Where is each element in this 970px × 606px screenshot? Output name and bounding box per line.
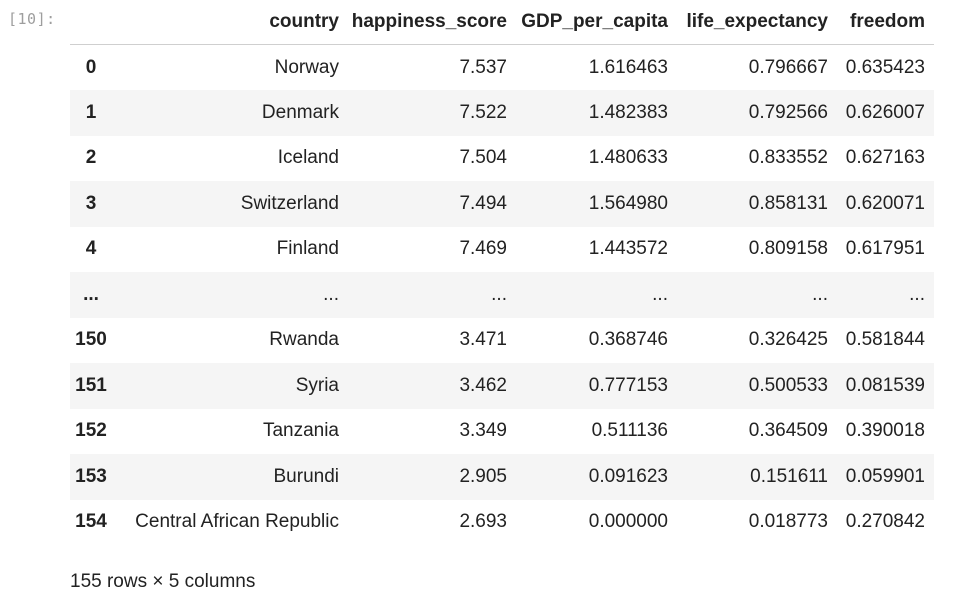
- cell-execution-prompt: [10]:: [8, 10, 56, 28]
- cell-freedom: ...: [909, 283, 925, 305]
- cell-country: Switzerland: [240, 192, 339, 214]
- cell-output: country happiness_score GDP_per_capita l…: [70, 0, 934, 545]
- cell-freedom: 0.627163: [845, 147, 925, 169]
- cell-happiness-score: 3.462: [459, 374, 507, 396]
- cell-gdp-per-capita: ...: [652, 283, 668, 305]
- row-index: 152: [75, 420, 107, 442]
- row-index: 153: [75, 465, 107, 487]
- row-index: 150: [75, 329, 107, 351]
- table-header-row: country happiness_score GDP_per_capita l…: [70, 0, 934, 45]
- cell-freedom: 0.635423: [845, 56, 925, 78]
- cell-happiness-score: 7.537: [459, 56, 507, 78]
- cell-life-expectancy: 0.326425: [748, 329, 828, 351]
- row-index: 151: [75, 374, 107, 396]
- cell-gdp-per-capita: 0.091623: [588, 465, 668, 487]
- cell-country: Norway: [274, 56, 339, 78]
- cell-life-expectancy: 0.809158: [748, 238, 828, 260]
- cell-happiness-score: 7.522: [459, 101, 507, 123]
- cell-country: Syria: [295, 374, 339, 396]
- cell-freedom: 0.270842: [845, 511, 925, 533]
- cell-happiness-score: 2.693: [459, 511, 507, 533]
- table-row: 152 Tanzania 3.349 0.511136 0.364509 0.3…: [70, 409, 934, 455]
- cell-happiness-score: 7.494: [459, 192, 507, 214]
- cell-gdp-per-capita: 0.000000: [588, 511, 668, 533]
- cell-freedom: 0.620071: [845, 192, 925, 214]
- dataframe-table: country happiness_score GDP_per_capita l…: [70, 0, 934, 545]
- table-row: 3 Switzerland 7.494 1.564980 0.858131 0.…: [70, 181, 934, 227]
- cell-gdp-per-capita: 1.443572: [588, 238, 668, 260]
- cell-country: Burundi: [273, 465, 340, 487]
- cell-happiness-score: 3.349: [459, 420, 507, 442]
- cell-country: ...: [323, 283, 339, 305]
- column-header-freedom: freedom: [837, 0, 934, 45]
- table-row: 4 Finland 7.469 1.443572 0.809158 0.6179…: [70, 227, 934, 273]
- column-header-country: country: [124, 0, 348, 45]
- cell-gdp-per-capita: 0.511136: [591, 420, 668, 442]
- cell-life-expectancy: 0.018773: [748, 511, 828, 533]
- cell-life-expectancy: 0.858131: [748, 192, 828, 214]
- row-index: 4: [85, 238, 97, 260]
- row-index: 2: [85, 147, 97, 169]
- cell-freedom: 0.081539: [845, 374, 925, 396]
- cell-gdp-per-capita: 1.616463: [588, 56, 668, 78]
- cell-life-expectancy: 0.151611: [750, 465, 828, 487]
- cell-country: Finland: [276, 238, 339, 260]
- cell-freedom: 0.390018: [845, 420, 925, 442]
- column-header-life-expectancy: life_expectancy: [677, 0, 837, 45]
- table-row: 153 Burundi 2.905 0.091623 0.151611 0.05…: [70, 454, 934, 500]
- cell-freedom: 0.059901: [845, 465, 925, 487]
- cell-happiness-score: 7.504: [459, 147, 507, 169]
- row-index: 154: [75, 511, 107, 533]
- dataframe-shape-summary: 155 rows × 5 columns: [70, 571, 256, 592]
- cell-freedom: 0.581844: [845, 329, 925, 351]
- row-index: 0: [85, 56, 97, 78]
- cell-country: Denmark: [261, 101, 339, 123]
- cell-life-expectancy: 0.364509: [748, 420, 828, 442]
- cell-life-expectancy: 0.792566: [748, 101, 828, 123]
- cell-country: Rwanda: [269, 329, 339, 351]
- cell-country: Tanzania: [262, 420, 339, 442]
- cell-country: Central African Republic: [135, 511, 339, 533]
- cell-happiness-score: 2.905: [459, 465, 507, 487]
- cell-life-expectancy: 0.500533: [748, 374, 828, 396]
- row-index: ...: [83, 283, 99, 305]
- column-header-gdp-per-capita: GDP_per_capita: [516, 0, 677, 45]
- cell-gdp-per-capita: 0.368746: [588, 329, 668, 351]
- cell-life-expectancy: 0.833552: [748, 147, 828, 169]
- cell-happiness-score: ...: [491, 283, 507, 305]
- table-row: 2 Iceland 7.504 1.480633 0.833552 0.6271…: [70, 136, 934, 182]
- cell-country: Iceland: [277, 147, 339, 169]
- index-header: [70, 0, 124, 45]
- row-index: 1: [85, 101, 97, 123]
- column-header-happiness-score: happiness_score: [348, 0, 516, 45]
- table-row-ellipsis: ... ... ... ... ... ...: [70, 272, 934, 318]
- cell-freedom: 0.626007: [845, 101, 925, 123]
- cell-life-expectancy: 0.796667: [748, 56, 828, 78]
- cell-gdp-per-capita: 0.777153: [588, 374, 668, 396]
- cell-gdp-per-capita: 1.564980: [588, 192, 668, 214]
- table-row: 0 Norway 7.537 1.616463 0.796667 0.63542…: [70, 45, 934, 91]
- cell-happiness-score: 3.471: [459, 329, 507, 351]
- cell-gdp-per-capita: 1.482383: [588, 101, 668, 123]
- table-row: 150 Rwanda 3.471 0.368746 0.326425 0.581…: [70, 318, 934, 364]
- table-row: 1 Denmark 7.522 1.482383 0.792566 0.6260…: [70, 90, 934, 136]
- row-index: 3: [85, 192, 97, 214]
- cell-happiness-score: 7.469: [459, 238, 507, 260]
- table-row: 151 Syria 3.462 0.777153 0.500533 0.0815…: [70, 363, 934, 409]
- table-row: 154 Central African Republic 2.693 0.000…: [70, 500, 934, 546]
- cell-life-expectancy: ...: [812, 283, 828, 305]
- cell-gdp-per-capita: 1.480633: [588, 147, 668, 169]
- cell-freedom: 0.617951: [845, 238, 925, 260]
